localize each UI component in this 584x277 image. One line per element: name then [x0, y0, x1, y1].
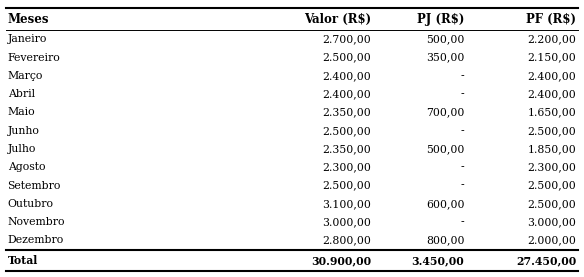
Text: 2.500,00: 2.500,00 — [528, 199, 576, 209]
Text: Outubro: Outubro — [8, 199, 54, 209]
Text: Valor (R$): Valor (R$) — [304, 13, 371, 26]
Text: 500,00: 500,00 — [426, 34, 464, 44]
Text: 27.450,00: 27.450,00 — [516, 255, 576, 266]
Text: 2.000,00: 2.000,00 — [527, 235, 576, 245]
Text: 2.200,00: 2.200,00 — [527, 34, 576, 44]
Text: 1.650,00: 1.650,00 — [528, 107, 576, 117]
Text: 800,00: 800,00 — [426, 235, 464, 245]
Text: 2.500,00: 2.500,00 — [528, 126, 576, 136]
Text: 3.000,00: 3.000,00 — [527, 217, 576, 227]
Text: 2.150,00: 2.150,00 — [528, 53, 576, 63]
Text: 3.100,00: 3.100,00 — [322, 199, 371, 209]
Text: Meses: Meses — [8, 13, 49, 26]
Text: -: - — [461, 162, 464, 172]
Text: Total: Total — [8, 255, 38, 266]
Text: 500,00: 500,00 — [426, 144, 464, 154]
Text: -: - — [461, 71, 464, 81]
Text: 600,00: 600,00 — [426, 199, 464, 209]
Text: 3.450,00: 3.450,00 — [412, 255, 464, 266]
Text: 2.400,00: 2.400,00 — [528, 89, 576, 99]
Text: 2.400,00: 2.400,00 — [322, 89, 371, 99]
Text: Março: Março — [8, 71, 43, 81]
Text: Agosto: Agosto — [8, 162, 45, 172]
Text: Janeiro: Janeiro — [8, 34, 47, 44]
Text: Junho: Junho — [8, 126, 40, 136]
Text: Dezembro: Dezembro — [8, 235, 64, 245]
Text: Fevereiro: Fevereiro — [8, 53, 60, 63]
Text: Setembro: Setembro — [8, 181, 61, 191]
Text: -: - — [461, 89, 464, 99]
Text: 2.800,00: 2.800,00 — [322, 235, 371, 245]
Text: Maio: Maio — [8, 107, 35, 117]
Text: 2.500,00: 2.500,00 — [322, 126, 371, 136]
Text: 700,00: 700,00 — [426, 107, 464, 117]
Text: 2.300,00: 2.300,00 — [527, 162, 576, 172]
Text: 2.350,00: 2.350,00 — [322, 144, 371, 154]
Text: 2.500,00: 2.500,00 — [528, 181, 576, 191]
Text: 2.400,00: 2.400,00 — [528, 71, 576, 81]
Text: 2.500,00: 2.500,00 — [322, 53, 371, 63]
Text: 30.900,00: 30.900,00 — [311, 255, 371, 266]
Text: Julho: Julho — [8, 144, 36, 154]
Text: Abril: Abril — [8, 89, 34, 99]
Text: -: - — [461, 217, 464, 227]
Text: 3.000,00: 3.000,00 — [322, 217, 371, 227]
Text: PJ (R$): PJ (R$) — [417, 13, 464, 26]
Text: 2.350,00: 2.350,00 — [322, 107, 371, 117]
Text: Novembro: Novembro — [8, 217, 65, 227]
Text: 2.700,00: 2.700,00 — [322, 34, 371, 44]
Text: 2.300,00: 2.300,00 — [322, 162, 371, 172]
Text: 2.400,00: 2.400,00 — [322, 71, 371, 81]
Text: 350,00: 350,00 — [426, 53, 464, 63]
Text: 2.500,00: 2.500,00 — [322, 181, 371, 191]
Text: 1.850,00: 1.850,00 — [528, 144, 576, 154]
Text: -: - — [461, 181, 464, 191]
Text: -: - — [461, 126, 464, 136]
Text: PF (R$): PF (R$) — [526, 13, 576, 26]
